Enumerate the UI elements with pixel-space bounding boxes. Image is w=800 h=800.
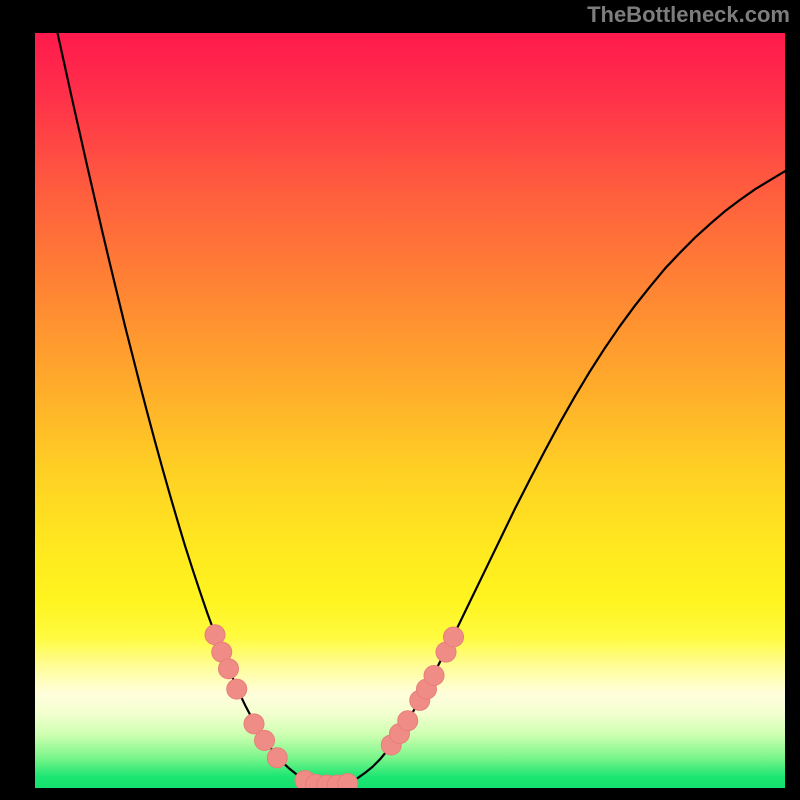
data-marker: [444, 627, 464, 647]
plot-area: [35, 33, 785, 788]
bottleneck-curve: [58, 33, 786, 786]
data-marker: [219, 659, 239, 679]
data-marker: [424, 666, 444, 686]
marker-group: [205, 625, 464, 788]
chart-svg: [35, 33, 785, 788]
data-marker: [255, 730, 275, 750]
data-marker: [227, 679, 247, 699]
data-marker: [267, 748, 287, 768]
watermark-text: TheBottleneck.com: [587, 2, 790, 28]
chart-frame: TheBottleneck.com: [0, 0, 800, 800]
data-marker: [338, 773, 358, 788]
data-marker: [398, 711, 418, 731]
